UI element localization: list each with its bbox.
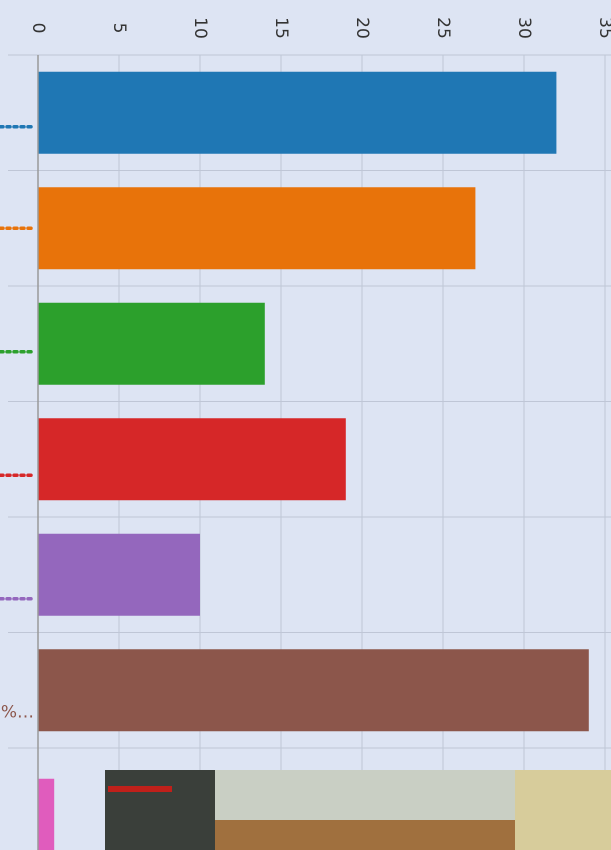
photo-part (515, 770, 611, 850)
x-tick-label: 0 (28, 23, 48, 34)
x-tick-label: 15 (271, 17, 291, 39)
x-tick-label: 35 (595, 17, 611, 39)
bar (38, 649, 589, 731)
bar (38, 418, 346, 500)
bar (38, 303, 265, 385)
x-tick-label: 25 (433, 17, 453, 39)
x-tick-label: 30 (514, 17, 534, 39)
x-tick-label: 20 (352, 17, 372, 39)
photo-part (105, 770, 215, 850)
bar (38, 72, 556, 154)
page: 05101520253035%… (() => { const data = J… (0, 0, 611, 850)
photo-part (108, 786, 172, 792)
bar (38, 187, 475, 269)
chart: 0 5 10 15 20 25 30 35 %… (0, 0, 611, 850)
x-tick-label: 10 (190, 17, 210, 39)
bar (38, 779, 54, 850)
photo-part (215, 820, 515, 850)
bar (38, 534, 200, 616)
y-tick-label: %… (1, 702, 34, 722)
photo-overlay (105, 770, 611, 850)
x-tick-label: 5 (109, 23, 129, 34)
photo-part (215, 770, 515, 820)
